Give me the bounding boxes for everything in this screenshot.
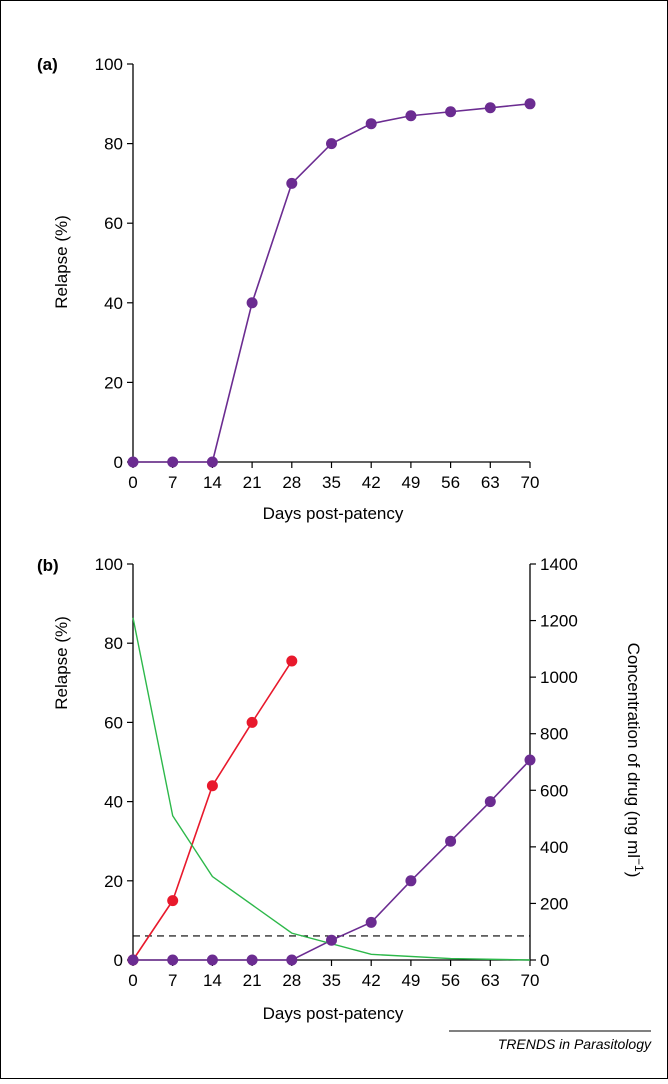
- y2-tick-label-b: 400: [540, 838, 568, 857]
- data-point-b-0: [167, 895, 179, 907]
- y2-tick-label-b: 800: [540, 725, 568, 744]
- x-tick-label-a: 49: [401, 473, 420, 492]
- data-point-a-0: [365, 118, 377, 130]
- y-tick-label-b: 0: [114, 951, 123, 970]
- x-tick-label-a: 21: [243, 473, 262, 492]
- data-point-b-1: [405, 875, 417, 887]
- y2-tick-label-b: 0: [540, 951, 549, 970]
- x-tick-label-b: 35: [322, 971, 341, 990]
- x-tick-label-a: 56: [441, 473, 460, 492]
- x-tick-label-b: 70: [521, 971, 540, 990]
- data-point-a-0: [286, 177, 298, 189]
- x-tick-label-a: 70: [521, 473, 540, 492]
- y-tick-label-a: 20: [104, 373, 123, 392]
- x-tick-label-b: 0: [128, 971, 137, 990]
- axes-a: 0 7 14 21 28 35 42 49 56 63 70 0 20 40 60 80 100: [95, 55, 540, 492]
- source-credit: TRENDS in Parasitology: [498, 1036, 652, 1052]
- y-tick-label-a: 40: [104, 294, 123, 313]
- y-tick-label-b: 100: [95, 555, 123, 574]
- data-point-b-0: [246, 716, 258, 728]
- y-tick-label-a: 100: [95, 55, 123, 74]
- x-tick-label-b: 49: [401, 971, 420, 990]
- x-tick-label-a: 14: [203, 473, 222, 492]
- y-tick-label-b: 80: [104, 634, 123, 653]
- y2-tick-label-b: 1000: [540, 668, 578, 687]
- data-point-b-1: [167, 954, 179, 966]
- x-tick-label-a: 28: [282, 473, 301, 492]
- y2-axis-title-end: ): [624, 872, 643, 878]
- x-tick-label-b: 21: [243, 971, 262, 990]
- series-group-a: [127, 98, 536, 468]
- data-point-a-0: [167, 456, 179, 468]
- x-tick-label-a: 42: [362, 473, 381, 492]
- x-tick-label-a: 0: [128, 473, 137, 492]
- y-tick-label-a: 0: [114, 453, 123, 472]
- y2-tick-label-b: 1200: [540, 612, 578, 631]
- panel-label-a: (a): [37, 55, 58, 74]
- data-point-a-0: [206, 456, 218, 468]
- data-point-b-1: [206, 954, 218, 966]
- data-point-a-0: [484, 102, 496, 114]
- x-tick-label-b: 28: [282, 971, 301, 990]
- y-tick-label-b: 20: [104, 872, 123, 891]
- chart-panel-a: (a) Relapse (%) Days post-patency 0 7 14 21…: [37, 55, 539, 523]
- y2-tick-label-b: 1400: [540, 555, 578, 574]
- data-point-b-1: [246, 954, 258, 966]
- data-point-b-1: [326, 934, 337, 946]
- y-tick-label-b: 60: [104, 713, 123, 732]
- data-point-a-0: [326, 138, 337, 150]
- x-tick-label-b: 56: [441, 971, 460, 990]
- y-axis-title-b: Relapse (%): [52, 616, 71, 710]
- panel-label-b: (b): [37, 556, 59, 575]
- x-tick-label-a: 35: [322, 473, 341, 492]
- data-point-a-0: [246, 297, 258, 309]
- x-tick-label-a: 7: [168, 473, 177, 492]
- series-group-b: [127, 617, 536, 966]
- x-axis-title-a: Days post-patency: [263, 504, 404, 523]
- x-tick-label-b: 14: [203, 971, 222, 990]
- y2-tick-label-b: 600: [540, 781, 568, 800]
- data-point-a-0: [405, 110, 417, 122]
- data-point-b-1: [365, 916, 377, 928]
- y-tick-label-a: 80: [104, 135, 123, 154]
- data-point-b-1: [484, 796, 496, 808]
- data-point-b-0: [286, 655, 298, 667]
- data-point-a-0: [524, 98, 536, 110]
- data-point-a-0: [445, 106, 457, 118]
- data-point-b-1: [127, 954, 139, 966]
- y2-axis-title-sup: −1: [632, 858, 646, 872]
- data-point-b-1: [524, 754, 536, 766]
- x-tick-label-b: 42: [362, 971, 381, 990]
- y2-axis-title-main: Concentration of drug (ng ml: [624, 643, 643, 858]
- y-axis-title-a: Relapse (%): [52, 215, 71, 309]
- chart-panel-b: (b) Relapse (%) Concentration of drug (n…: [37, 555, 646, 1023]
- x-tick-label-b: 7: [168, 971, 177, 990]
- data-point-a-0: [127, 456, 139, 468]
- axes-b: 0 7 14 21 28 35 42 49 56 63 7002040608010002004006…: [95, 555, 578, 990]
- data-point-b-1: [286, 954, 298, 966]
- series-line-b-2: [132, 617, 531, 961]
- data-point-b-0: [206, 780, 218, 792]
- x-axis-title-b: Days post-patency: [263, 1004, 404, 1023]
- x-tick-label-b: 63: [481, 971, 500, 990]
- y-tick-label-b: 40: [104, 793, 123, 812]
- data-point-b-1: [445, 835, 457, 847]
- y2-axis-title-b: Concentration of drug (ng ml−1): [624, 643, 646, 878]
- x-tick-label-a: 63: [481, 473, 500, 492]
- y2-tick-label-b: 200: [540, 894, 568, 913]
- y-tick-label-a: 60: [104, 214, 123, 233]
